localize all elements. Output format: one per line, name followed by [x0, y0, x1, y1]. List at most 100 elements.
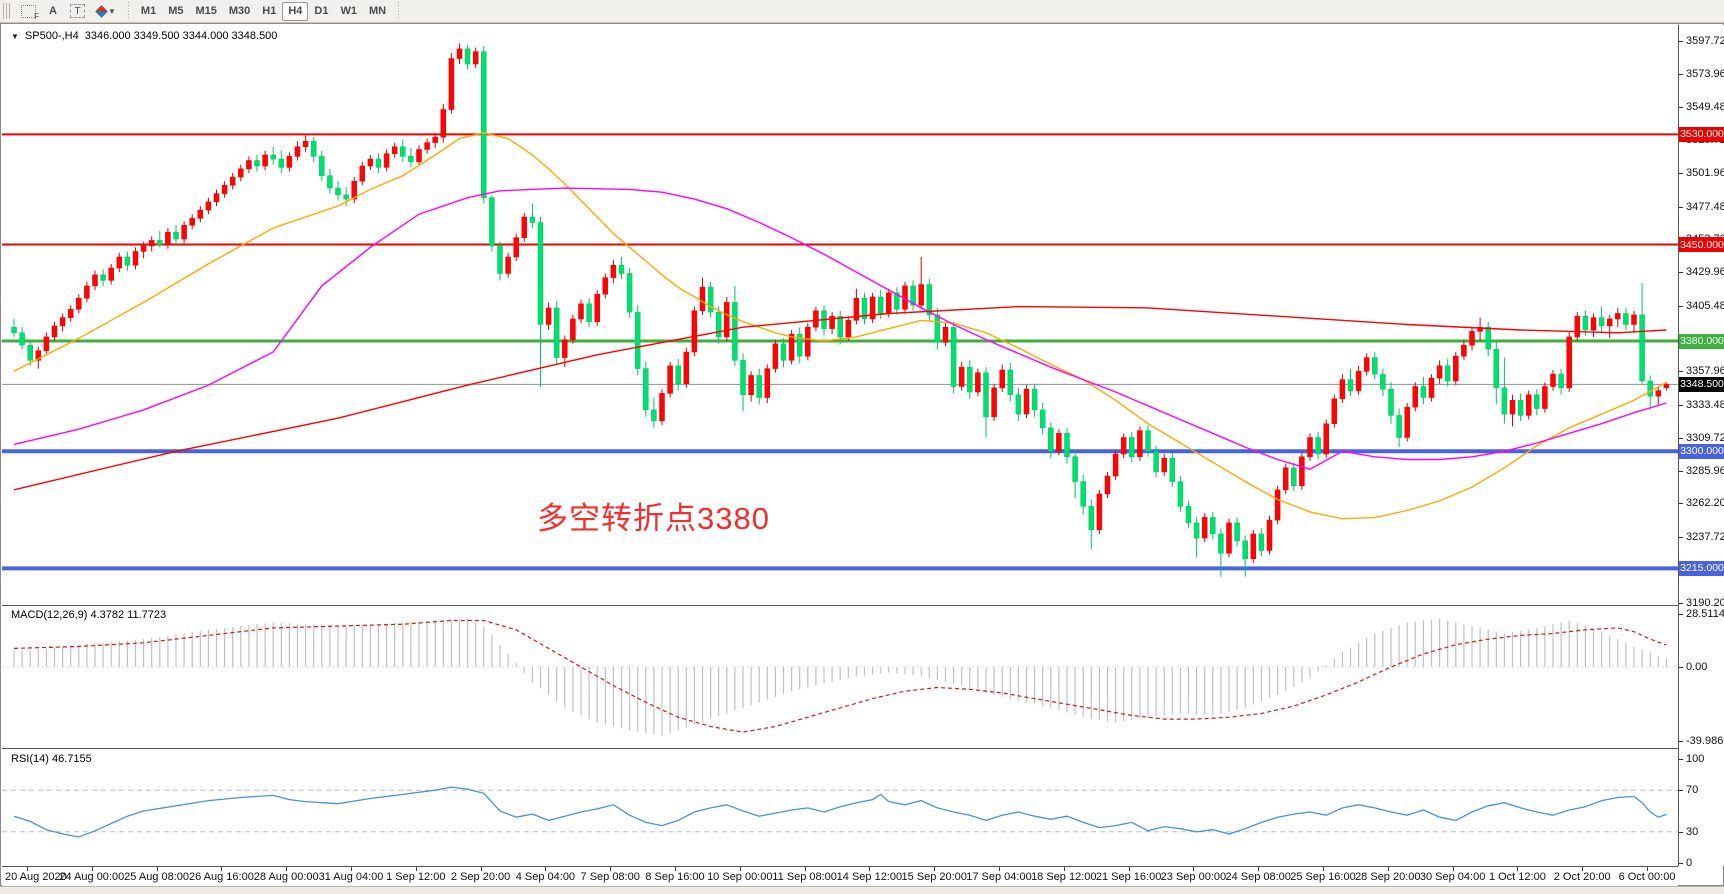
time-tick-mark: [1063, 867, 1065, 871]
time-tick-mark: [1452, 867, 1454, 871]
price-tick-label: 3597.720: [1679, 35, 1724, 47]
level-price-badge: 3215.000: [1679, 560, 1724, 576]
rsi-indicator-pane[interactable]: RSI(14) 46.7155: [2, 750, 1678, 866]
price-tick-label: 3549.480: [1679, 101, 1724, 113]
rsi-line: [13, 786, 1667, 838]
time-tick-label: 2 Oct 20:00: [1553, 871, 1611, 883]
timeframe-button-h1[interactable]: H1: [262, 5, 277, 17]
macd-axis-label: 0.00: [1678, 661, 1708, 673]
annotation-text[interactable]: 多空转折点3380: [537, 501, 770, 536]
time-tick-mark: [27, 867, 28, 871]
label-tool-icon: T: [70, 4, 85, 18]
macd-signal-line: [13, 619, 1667, 733]
rsi-axis-label: 0: [1678, 857, 1693, 869]
time-tick-label: 24 Sep 08:00: [1225, 871, 1291, 883]
timeframe-button-m15[interactable]: M15: [195, 5, 217, 17]
time-tick-label: 1 Sep 12:00: [386, 871, 446, 883]
time-tick-label: 8 Sep 16:00: [645, 871, 705, 883]
time-tick-mark: [1517, 867, 1519, 871]
time-tick-mark: [415, 867, 417, 871]
price-tick-label: 3262.200: [1679, 497, 1724, 509]
time-tick-label: 25 Sep 16:00: [1290, 871, 1356, 883]
time-tick-label: 30 Sep 04:00: [1419, 871, 1486, 883]
grid-icon: F: [21, 4, 39, 21]
chart-window: ▼ SP500-,H4 3346.000 3349.500 3344.000 3…: [0, 23, 1724, 886]
time-tick-label: 28 Sep 20:00: [1355, 871, 1421, 883]
time-tick-mark: [869, 867, 871, 871]
rsi-axis-label: 30: [1678, 825, 1699, 838]
time-scale[interactable]: 20 Aug 2020 24 Aug 00:00 25 Aug 08:00 26 Au…: [2, 866, 1678, 886]
current-price-badge: 3348.500: [1679, 376, 1724, 392]
time-tick-label: 15 Sep 20:00: [901, 871, 967, 883]
level-price-badge: 3450.000: [1679, 237, 1724, 253]
time-tick-mark: [1323, 867, 1324, 871]
time-tick-label: 17 Sep 04:00: [966, 871, 1032, 883]
toolbar-drag-handle[interactable]: [3, 3, 11, 19]
time-tick-mark: [221, 867, 223, 871]
toolbar-separator: [398, 2, 400, 20]
ma-fast-line: [13, 132, 1667, 520]
price-scale[interactable]: 3597.7203573.9603549.4803525.7203501.960…: [1678, 25, 1724, 869]
time-tick-label: 21 Sep 16:00: [1095, 871, 1162, 883]
time-tick-mark: [286, 867, 288, 871]
timeframe-button-m30[interactable]: M30: [228, 5, 251, 17]
time-tick-mark: [1387, 867, 1389, 871]
chart-symbol-period: SP500-,H4: [24, 30, 79, 42]
time-tick-mark: [610, 867, 612, 871]
time-tick-label: 7 Sep 08:00: [580, 871, 640, 883]
timeframe-button-m1[interactable]: M1: [140, 5, 157, 17]
label-tool-button[interactable]: T: [64, 2, 91, 21]
time-tick-mark: [739, 867, 741, 871]
time-tick-mark: [156, 867, 158, 871]
timeframe-button-m5[interactable]: M5: [168, 5, 184, 17]
time-tick-label: 23 Sep 00:00: [1160, 871, 1227, 883]
timeframe-button-d1[interactable]: D1: [314, 5, 329, 17]
timeframe-button-mn[interactable]: MN: [368, 5, 387, 17]
macd-axis-label: -39.9869: [1678, 735, 1724, 747]
price-chart-pane[interactable]: ▼ SP500-,H4 3346.000 3349.500 3344.000 3…: [2, 25, 1678, 606]
time-tick-label: 26 Aug 16:00: [188, 871, 254, 883]
time-tick-label: 25 Aug 08:00: [124, 871, 190, 883]
time-tick-label: 31 Aug 04:00: [318, 871, 384, 883]
chart-ohlc-values: 3346.000 3349.500 3344.000 3348.500: [84, 30, 278, 42]
timeframe-toolbar: M1 M5 M15 M30 H1 H4 D1 W1 MN: [135, 1, 392, 21]
text-tool-button[interactable]: A: [42, 2, 64, 21]
time-tick-mark: [934, 867, 936, 871]
price-tick-label: 3501.960: [1679, 167, 1724, 179]
top-toolbar: F A T ▼ M1 M5 M15 M30 H1 H4 D1 W1 MN: [0, 0, 1724, 23]
price-tick-label: 3357.960: [1679, 365, 1724, 377]
time-tick-label: 28 Aug 00:00: [253, 871, 319, 883]
time-tick-mark: [1258, 867, 1260, 871]
time-tick-mark: [545, 867, 547, 871]
time-tick-mark: [1128, 867, 1130, 871]
chart-dropdown-icon[interactable]: ▼: [11, 31, 19, 41]
time-tick-label: 20 Aug 2020: [5, 871, 67, 883]
time-tick-label: 18 Sep 12:00: [1031, 871, 1097, 883]
time-tick-mark: [999, 867, 1000, 871]
time-tick-mark: [1647, 867, 1648, 871]
ma-mid-line: [13, 187, 1667, 470]
time-tick-label: 14 Sep 12:00: [836, 871, 903, 883]
candlestick-series: [11, 43, 1670, 577]
status-strip: [0, 886, 1724, 894]
timeframe-button-h4[interactable]: H4: [282, 1, 309, 21]
time-tick-label: 24 Aug 00:00: [59, 871, 125, 883]
rsi-axis-label: 70: [1678, 784, 1699, 797]
price-tick-label: 3309.720: [1679, 432, 1724, 444]
price-tick-label: 3285.960: [1679, 465, 1724, 477]
timeframe-button-w1[interactable]: W1: [340, 5, 357, 17]
macd-indicator-pane[interactable]: MACD(12,26,9) 4.3782 11.7723: [2, 606, 1678, 749]
time-tick-mark: [1582, 867, 1584, 871]
rsi-label: RSI(14) 46.7155: [11, 753, 92, 765]
arrows-tool-button[interactable]: ▼: [91, 2, 122, 21]
price-tick-label: 3477.480: [1679, 201, 1724, 213]
time-tick-mark: [675, 867, 676, 871]
price-tick-label: 3190.200: [1679, 597, 1724, 609]
price-tick-label: 3405.480: [1679, 300, 1724, 312]
price-tick-label: 3237.720: [1679, 531, 1724, 543]
price-tick-label: 3429.960: [1679, 266, 1724, 278]
horizontal-level-lines[interactable]: [2, 133, 1678, 571]
level-price-badge: 3380.000: [1679, 333, 1724, 349]
grid-tool-button[interactable]: F: [15, 2, 42, 21]
time-tick-label: 2 Sep 20:00: [450, 871, 511, 883]
